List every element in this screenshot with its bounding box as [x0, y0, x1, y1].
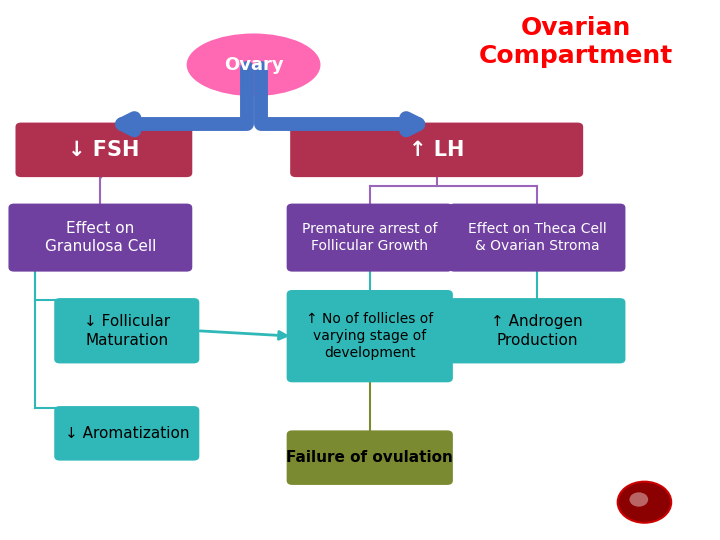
Text: ↑ No of follicles of
varying stage of
development: ↑ No of follicles of varying stage of de…	[306, 312, 433, 361]
Circle shape	[618, 482, 671, 523]
FancyBboxPatch shape	[16, 123, 192, 177]
FancyBboxPatch shape	[54, 298, 199, 363]
FancyBboxPatch shape	[290, 123, 583, 177]
Text: Premature arrest of
Follicular Growth: Premature arrest of Follicular Growth	[302, 222, 438, 253]
FancyBboxPatch shape	[449, 204, 626, 272]
Circle shape	[629, 492, 648, 507]
FancyBboxPatch shape	[54, 406, 199, 461]
Text: Ovary: Ovary	[224, 56, 284, 74]
FancyBboxPatch shape	[449, 298, 626, 363]
Text: ↓ Follicular
Maturation: ↓ Follicular Maturation	[84, 314, 170, 348]
FancyBboxPatch shape	[9, 204, 192, 272]
Text: ↓ Aromatization: ↓ Aromatization	[65, 426, 189, 441]
Text: ↓ FSH: ↓ FSH	[68, 140, 140, 160]
FancyBboxPatch shape	[287, 204, 453, 272]
Text: Effect on Theca Cell
& Ovarian Stroma: Effect on Theca Cell & Ovarian Stroma	[468, 222, 606, 253]
Ellipse shape	[186, 33, 320, 96]
Text: ↑ Androgen
Production: ↑ Androgen Production	[491, 314, 583, 348]
FancyBboxPatch shape	[287, 430, 453, 485]
Text: Ovarian
Compartment: Ovarian Compartment	[479, 16, 673, 68]
Text: ↑ LH: ↑ LH	[409, 140, 464, 160]
FancyBboxPatch shape	[287, 290, 453, 382]
Text: Effect on
Granulosa Cell: Effect on Granulosa Cell	[45, 221, 156, 254]
Text: Failure of ovulation: Failure of ovulation	[287, 450, 453, 465]
